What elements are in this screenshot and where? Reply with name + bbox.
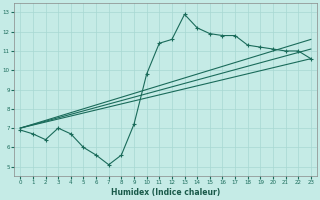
X-axis label: Humidex (Indice chaleur): Humidex (Indice chaleur) (111, 188, 220, 197)
